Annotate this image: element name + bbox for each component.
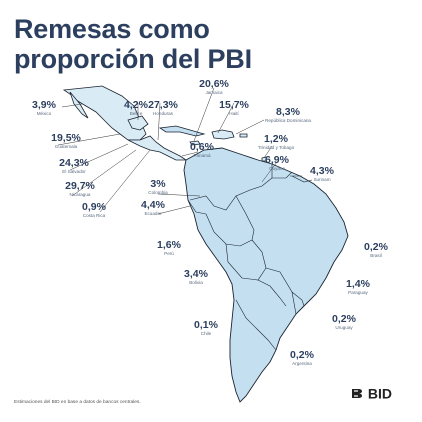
baja-shape: [69, 91, 89, 119]
pct-chile: 0,1%: [194, 319, 218, 331]
name-jamaica: Jamaica: [205, 90, 223, 95]
name-peru: Perú: [164, 251, 174, 256]
pct-bolivia: 3,4%: [184, 268, 208, 280]
title-line-1: Remesas como: [14, 14, 210, 44]
name-nicaragua: Nicaragua: [69, 192, 91, 197]
label-panama: 0,6% Panamá: [190, 141, 214, 159]
name-ecuador: Ecuador: [144, 211, 162, 216]
cuba-shape: [158, 125, 206, 137]
name-argentina: Argentina: [292, 361, 312, 366]
name-guyana: Guyana: [268, 166, 286, 171]
pct-mexico: 3,9%: [32, 99, 56, 111]
hispaniola-shape: [211, 129, 235, 140]
label-costa-rica: 0,9% Costa Rica: [82, 201, 106, 219]
name-panama: Panamá: [193, 153, 211, 158]
name-uruguay: Uruguay: [335, 325, 353, 330]
title-line-2: proporción del PBI: [14, 44, 252, 74]
pct-argentina: 0,2%: [290, 349, 314, 361]
label-jamaica: 20,6% Jamaica: [199, 78, 229, 96]
country-borders: [187, 164, 313, 351]
label-republica-dominicana: 8,3% República Dominicana: [265, 106, 311, 124]
pct-colombia: 3%: [150, 178, 166, 190]
pct-guyana: 6,9%: [265, 154, 289, 166]
pct-ecuador: 4,4%: [141, 199, 165, 211]
label-guyana: 6,9% Guyana: [265, 154, 289, 172]
mexico-shape: [62, 85, 147, 141]
name-honduras: Honduras: [153, 111, 173, 116]
name-republica-dominicana: República Dominicana: [265, 118, 311, 123]
label-peru: 1,6% Perú: [157, 239, 181, 257]
label-belice: 4,2% Belice: [124, 99, 148, 117]
label-mexico: 3,9% México: [32, 99, 56, 117]
label-brasil: 0,2% Brasil: [364, 241, 388, 259]
name-costa-rica: Costa Rica: [82, 213, 106, 218]
label-uruguay: 0,2% Uruguay: [332, 313, 356, 331]
bid-logo-text: BID: [367, 385, 393, 402]
label-ecuador: 4,4% Ecuador: [141, 199, 165, 217]
south-america-shape: [183, 147, 349, 403]
label-honduras: 27,3% Honduras: [148, 99, 178, 117]
label-el-salvador: 24,3% El Salvador: [59, 157, 89, 175]
leader-lines: [57, 87, 302, 215]
label-paraguay: 1,4% Paraguay: [346, 278, 370, 296]
yucatan-shape: [127, 115, 149, 131]
pct-trinidad-y-tobago: 1,2%: [264, 133, 288, 145]
name-bolivia: Bolivia: [189, 280, 203, 285]
name-belice: Belice: [129, 111, 143, 116]
bid-logo-icon: [352, 388, 362, 398]
name-el-salvador: El Salvador: [62, 169, 86, 174]
pct-republica-dominicana: 8,3%: [276, 106, 300, 118]
pct-el-salvador: 24,3%: [59, 157, 89, 169]
pct-belice: 4,2%: [124, 99, 148, 111]
label-chile: 0,1% Chile: [194, 319, 218, 337]
label-surinam: 4,3% Surinam: [310, 165, 334, 183]
name-paraguay: Paraguay: [348, 290, 368, 295]
source-note: Estimaciones del BID en base a datos de …: [14, 400, 141, 405]
pct-costa-rica: 0,9%: [82, 201, 106, 213]
label-nicaragua: 29,7% Nicaragua: [65, 180, 95, 198]
jamaica-shape: [189, 140, 201, 146]
label-guatemala: 19,5% Guatemala: [51, 132, 81, 150]
label-bolivia: 3,4% Bolivia: [184, 268, 208, 286]
label-haiti: 15,7% Haití: [219, 99, 249, 117]
central-america-shape: [127, 135, 188, 161]
pct-haiti: 15,7%: [219, 99, 249, 111]
pct-panama: 0,6%: [190, 141, 214, 153]
puerto-rico-shape: [239, 133, 248, 138]
name-guatemala: Guatemala: [54, 144, 78, 149]
pct-paraguay: 1,4%: [346, 278, 370, 290]
name-trinidad-y-tobago: Trinidad y Tobago: [257, 145, 295, 150]
pct-brasil: 0,2%: [364, 241, 388, 253]
pct-peru: 1,6%: [157, 239, 181, 251]
pct-nicaragua: 29,7%: [65, 180, 95, 192]
name-haiti: Haití: [229, 111, 239, 116]
label-argentina: 0,2% Argentina: [290, 349, 314, 367]
name-colombia: Colombia: [148, 190, 168, 195]
name-brasil: Brasil: [370, 253, 382, 258]
pct-guatemala: 19,5%: [51, 132, 81, 144]
name-chile: Chile: [200, 331, 212, 336]
pct-jamaica: 20,6%: [199, 78, 229, 90]
label-trinidad-y-tobago: 1,2% Trinidad y Tobago: [257, 133, 295, 151]
pct-honduras: 27,3%: [148, 99, 178, 111]
bid-logo: BID: [351, 384, 399, 404]
pct-surinam: 4,3%: [310, 165, 334, 177]
pct-uruguay: 0,2%: [332, 313, 356, 325]
label-colombia: 3% Colombia: [148, 178, 168, 196]
name-surinam: Surinam: [313, 177, 331, 182]
name-mexico: México: [36, 111, 52, 116]
